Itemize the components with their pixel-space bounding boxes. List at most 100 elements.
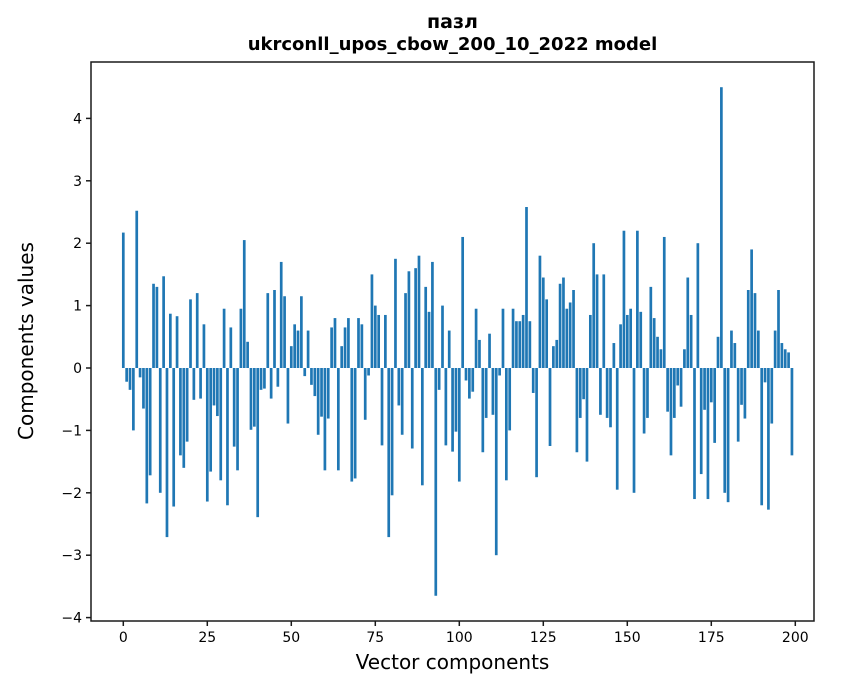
- bar: [484, 368, 488, 418]
- bar: [646, 368, 649, 418]
- bar: [300, 296, 303, 368]
- bar: [427, 311, 431, 368]
- bar: [511, 308, 515, 368]
- y-tick-label: −4: [61, 611, 82, 627]
- bar: [179, 368, 182, 456]
- bar: [521, 314, 525, 368]
- y-tick-label: −2: [61, 486, 82, 502]
- bar: [541, 277, 545, 368]
- bar: [410, 368, 414, 449]
- bar: [205, 368, 209, 502]
- bar: [367, 368, 370, 376]
- x-tick-label: 0: [119, 630, 128, 646]
- bar: [380, 368, 384, 446]
- y-tick-label: 0: [73, 361, 82, 377]
- bar: [783, 349, 787, 368]
- bar: [787, 352, 790, 368]
- bar: [162, 276, 165, 368]
- bar: [263, 368, 266, 389]
- axes-frame: [90, 61, 815, 622]
- bar: [283, 296, 286, 368]
- bar: [632, 368, 636, 493]
- bar: [642, 368, 646, 434]
- bar: [652, 318, 656, 368]
- bar: [753, 293, 757, 368]
- bar: [730, 330, 733, 368]
- bar: [209, 368, 213, 472]
- bar: [370, 274, 374, 368]
- bar: [471, 368, 475, 392]
- bar: [155, 286, 159, 368]
- bar: [353, 368, 357, 479]
- bar: [451, 368, 454, 452]
- bar: [404, 293, 407, 368]
- bar: [128, 368, 132, 390]
- bar: [125, 368, 129, 382]
- bar: [609, 368, 612, 428]
- bar: [656, 336, 659, 368]
- bar: [273, 290, 276, 368]
- x-tick-label: 25: [198, 630, 216, 646]
- bar: [434, 368, 438, 596]
- bar: [296, 330, 300, 368]
- bar: [629, 308, 633, 368]
- bar: [168, 313, 172, 368]
- x-tick-label: 100: [446, 630, 473, 646]
- bar: [750, 249, 753, 368]
- bar: [582, 368, 585, 400]
- bar: [347, 318, 350, 368]
- bar: [709, 368, 713, 403]
- bar: [175, 316, 179, 368]
- bar: [622, 230, 626, 368]
- bar: [498, 368, 501, 376]
- bar: [696, 243, 700, 368]
- bar: [192, 368, 196, 400]
- bar: [565, 308, 569, 368]
- bar: [199, 368, 202, 399]
- bar: [387, 368, 391, 538]
- y-tick-label: 3: [73, 174, 82, 190]
- bar: [316, 368, 320, 435]
- bar: [494, 368, 498, 556]
- bar: [767, 368, 770, 510]
- bar: [676, 368, 680, 386]
- bar: [437, 368, 441, 390]
- bar: [384, 314, 387, 368]
- x-tick-label: 175: [698, 630, 725, 646]
- bar: [625, 314, 629, 368]
- bar: [212, 368, 216, 406]
- bar: [431, 261, 434, 368]
- bar: [239, 308, 243, 368]
- bar: [599, 368, 602, 415]
- bar: [293, 324, 297, 368]
- bar: [256, 368, 260, 518]
- bar: [770, 368, 774, 424]
- bar: [733, 343, 737, 368]
- bar: [252, 368, 256, 427]
- bar: [585, 368, 589, 462]
- chart-title: пазл: [427, 11, 478, 33]
- y-tick-label: −3: [61, 548, 82, 564]
- bar: [639, 311, 643, 368]
- bar: [219, 368, 223, 481]
- bar: [474, 308, 478, 368]
- bar: [666, 368, 669, 412]
- bar: [659, 349, 663, 368]
- bar: [488, 333, 491, 368]
- bar: [172, 368, 176, 507]
- bar: [538, 255, 542, 368]
- bar: [323, 368, 327, 471]
- bar: [790, 368, 794, 456]
- bar: [185, 368, 189, 442]
- bar: [552, 346, 555, 368]
- bar: [679, 368, 683, 407]
- bar: [148, 368, 152, 476]
- bar: [528, 321, 532, 368]
- bar: [377, 314, 381, 368]
- bar: [373, 305, 377, 368]
- bar: [468, 368, 471, 399]
- bar: [713, 368, 717, 443]
- bar: [350, 368, 354, 482]
- bar: [777, 290, 780, 368]
- bar: [773, 330, 777, 368]
